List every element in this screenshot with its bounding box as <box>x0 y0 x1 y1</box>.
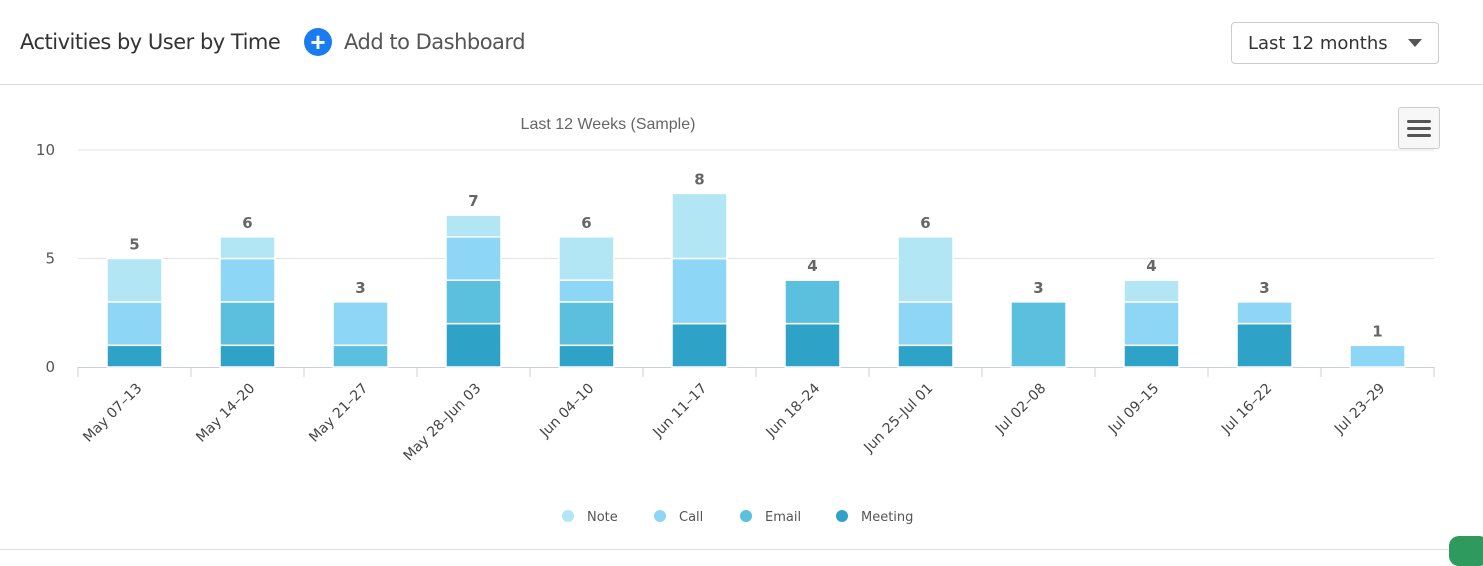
bar-call <box>1349 344 1406 368</box>
x-tick-label: May 07–13 <box>80 381 145 446</box>
legend-label-call: Call <box>679 510 703 525</box>
chart-menu-button[interactable] <box>1398 107 1440 149</box>
data-label: 3 <box>1259 279 1269 297</box>
data-label: 6 <box>242 214 252 232</box>
bar-note <box>445 214 502 238</box>
bar-call <box>219 257 276 303</box>
chart: Last 12 Weeks (Sample) 0 5 10 5 May 07–13 6 May… <box>36 116 1435 525</box>
bar-call <box>558 279 615 303</box>
bar-note <box>558 236 615 281</box>
x-tick-label: May 14–20 <box>193 381 258 446</box>
data-label: 8 <box>694 170 704 188</box>
add-to-dashboard-button[interactable]: + Add to Dashboard <box>304 28 526 56</box>
x-tick-label: Jul 23–29 <box>1331 381 1388 438</box>
add-to-dashboard-label: Add to Dashboard <box>344 30 526 54</box>
legend-label-meeting: Meeting <box>861 510 913 525</box>
x-tick-label: Jun 04–10 <box>537 381 598 442</box>
legend-marker-meeting <box>836 510 848 522</box>
page-title: Activities by User by Time <box>20 30 281 54</box>
data-label: 6 <box>581 214 591 232</box>
bar-meeting <box>784 322 841 368</box>
bar-meeting <box>445 322 502 368</box>
x-tick-label: Jul 02–08 <box>992 381 1049 438</box>
hamburger-line <box>1407 126 1431 130</box>
data-label: 7 <box>468 192 478 210</box>
x-tick-label: Jul 16–22 <box>1218 381 1275 438</box>
x-tick-label: Jun 18–24 <box>763 380 824 441</box>
bar-meeting <box>1123 344 1180 368</box>
bar-email <box>219 301 276 347</box>
bar-meeting <box>1236 322 1293 368</box>
bar-call <box>1236 301 1293 325</box>
bar-meeting <box>219 344 276 368</box>
bar-email <box>332 344 389 368</box>
bar-call <box>897 301 954 347</box>
bar-call <box>1123 301 1180 347</box>
x-tick-label: Jul 09–15 <box>1105 381 1162 438</box>
chat-widget-button[interactable] <box>1449 536 1483 566</box>
bar-meeting <box>558 344 615 368</box>
bar-email <box>1010 301 1067 368</box>
bar-call <box>332 301 389 347</box>
bar-email <box>558 301 615 347</box>
data-label: 3 <box>1033 279 1043 297</box>
bar-meeting <box>671 322 728 368</box>
bar-email <box>784 279 841 325</box>
range-select[interactable]: Last 12 months <box>1231 22 1439 64</box>
chart-title: Last 12 Weeks (Sample) <box>521 116 696 133</box>
bar-email <box>445 279 502 325</box>
bar-call <box>671 257 728 325</box>
hamburger-menu-icon <box>1407 119 1431 123</box>
data-label: 5 <box>129 236 139 254</box>
bar-call <box>445 236 502 281</box>
range-select-value: Last 12 months <box>1248 32 1388 54</box>
legend-marker-note <box>562 510 574 522</box>
x-tick-label: May 21–27 <box>306 381 371 446</box>
bar-note <box>897 236 954 303</box>
bar-note <box>671 192 728 260</box>
header: Activities by User by Time + Add to Dash… <box>0 0 1483 85</box>
x-tick-label: Jun 11–17 <box>650 381 711 442</box>
data-label: 3 <box>355 279 365 297</box>
bar-meeting <box>106 344 163 368</box>
divider <box>0 549 1483 550</box>
bar-call <box>106 301 163 347</box>
bar-note <box>1123 279 1180 303</box>
data-label: 4 <box>1146 257 1156 275</box>
y-tick-label: 5 <box>45 250 55 268</box>
legend-marker-call <box>654 510 666 522</box>
chevron-down-icon <box>1408 39 1422 47</box>
legend-label-email: Email <box>765 510 801 525</box>
bar-note <box>106 257 163 303</box>
legend-marker-email <box>740 510 752 522</box>
bar-note <box>219 236 276 260</box>
y-tick-label: 10 <box>36 141 55 159</box>
plus-circle-icon: + <box>304 28 332 56</box>
data-label: 6 <box>920 214 930 232</box>
y-tick-label: 0 <box>45 358 55 376</box>
data-label: 1 <box>1372 322 1382 340</box>
legend-label-note: Note <box>587 510 618 525</box>
bar-meeting <box>897 344 954 368</box>
x-tick-label: May 28–Jun 03 <box>401 381 485 465</box>
data-label: 4 <box>807 257 817 275</box>
x-tick-label: Jun 25–Jul 01 <box>860 381 936 457</box>
hamburger-line <box>1407 133 1431 137</box>
